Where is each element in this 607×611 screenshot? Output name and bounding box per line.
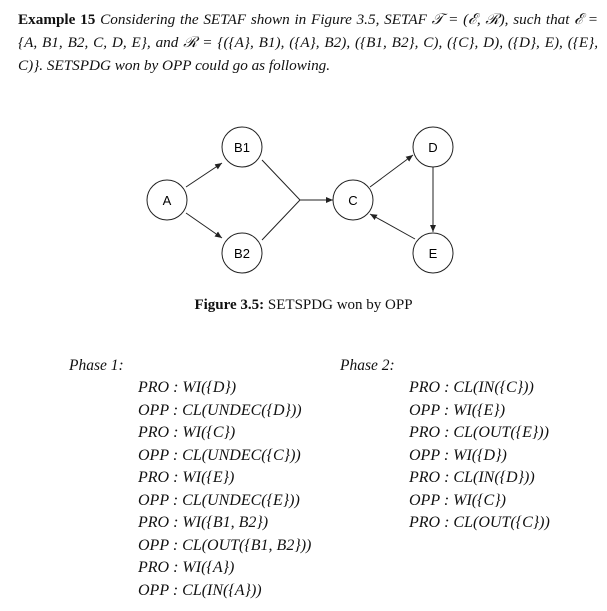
caption-text: SETSPDG won by OPP — [267, 297, 413, 313]
node-c-label: C — [348, 193, 357, 208]
node-b1-label: B1 — [234, 140, 250, 155]
phase2-move: PRO : CL(IN({D})) — [409, 469, 535, 486]
example-paragraph: Example 15 Considering the SETAF shown i… — [18, 8, 598, 77]
phase1-move: PRO : WI({B1, B2}) — [138, 514, 269, 531]
edge-a-b2 — [185, 212, 223, 239]
edge-b1-b2-c — [261, 159, 301, 241]
phase1-move: OPP : CL(OUT({B1, B2})) — [138, 536, 312, 554]
phase1-title: Phase 1: — [69, 357, 124, 374]
edge-e-c — [369, 213, 416, 240]
node-c: C — [332, 179, 374, 221]
edge-c-d — [369, 154, 414, 188]
setaf-graph: A B1 B2 C D E — [146, 126, 454, 274]
phase2-move: PRO : CL(OUT({C})) — [409, 514, 550, 531]
node-d-label: D — [428, 140, 437, 155]
node-a-label: A — [163, 193, 172, 208]
phase1-move: OPP : CL(UNDEC({E})) — [138, 491, 300, 509]
phase1-move: PRO : WI({E}) — [138, 469, 235, 486]
phase2-move: OPP : WI({D}) — [409, 446, 507, 464]
node-e: E — [412, 232, 454, 274]
phase2-move: OPP : WI({C}) — [409, 491, 506, 509]
node-a: A — [146, 179, 188, 221]
edge-a-b1 — [185, 162, 223, 188]
example-text: Considering the SETAF shown in Figure 3.… — [18, 11, 598, 74]
phase2-move: PRO : CL(IN({C})) — [409, 379, 534, 396]
node-b2-label: B2 — [234, 246, 250, 261]
phase1-move: PRO : WI({D}) — [138, 379, 237, 396]
phase2-move: OPP : WI({E}) — [409, 401, 506, 419]
phase1-moves: PRO : WI({D}) OPP : CL(UNDEC({D})) PRO :… — [138, 377, 311, 602]
figure-caption: Figure 3.5: SETSPDG won by OPP — [0, 297, 607, 314]
phase2-title: Phase 2: — [340, 357, 395, 374]
phase1-move: PRO : WI({A}) — [138, 559, 235, 576]
phase1-move: OPP : CL(UNDEC({C})) — [138, 446, 301, 464]
node-e-label: E — [429, 246, 438, 261]
node-b2: B2 — [221, 232, 263, 274]
phase1-move: OPP : CL(UNDEC({D})) — [138, 401, 302, 419]
phase1-move: PRO : WI({C}) — [138, 424, 236, 441]
example-label: Example 15 — [18, 11, 96, 28]
node-b1: B1 — [221, 126, 263, 168]
phase2-moves: PRO : CL(IN({C})) OPP : WI({E}) PRO : CL… — [409, 377, 550, 535]
phase2-move: PRO : CL(OUT({E})) — [409, 424, 549, 441]
node-d: D — [412, 126, 454, 168]
caption-label: Figure 3.5: — [194, 297, 265, 313]
phase1-move: OPP : CL(IN({A})) — [138, 581, 262, 599]
